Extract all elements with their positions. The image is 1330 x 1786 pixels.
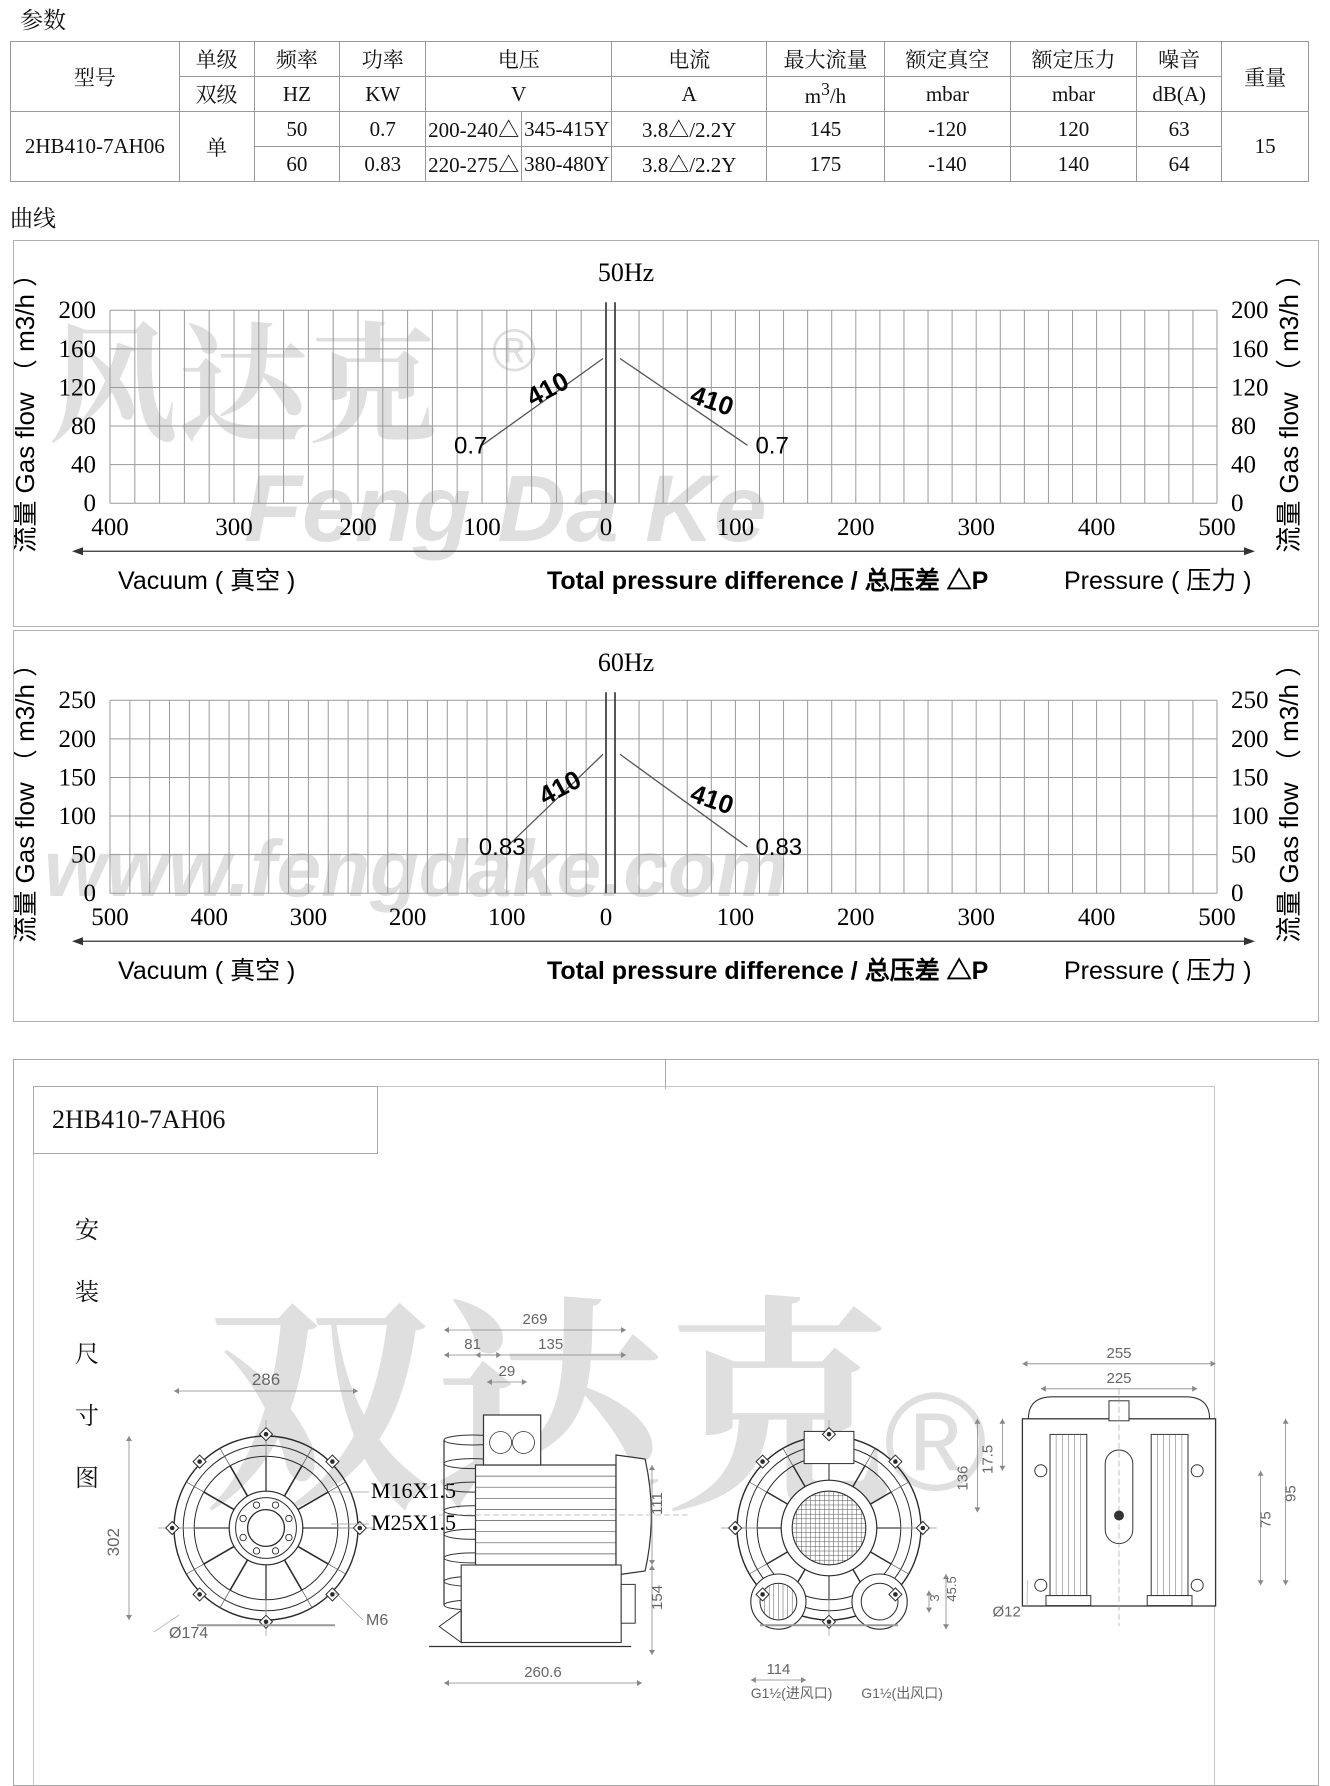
svg-text:Ø12: Ø12 xyxy=(993,1603,1021,1620)
svg-text:302: 302 xyxy=(104,1528,123,1556)
svg-text:200: 200 xyxy=(59,726,97,753)
svg-text:100: 100 xyxy=(463,514,501,541)
svg-text:Ø174: Ø174 xyxy=(169,1625,208,1642)
svg-text:0.83: 0.83 xyxy=(479,834,526,861)
svg-text:流量 Gas flow （ m3/h ）: 流量 Gas flow （ m3/h ） xyxy=(14,261,40,553)
svg-text:0.7: 0.7 xyxy=(755,432,788,459)
svg-text:40: 40 xyxy=(71,452,96,479)
svg-text:®: ® xyxy=(492,317,536,384)
svg-text:Pressure ( 压力 ): Pressure ( 压力 ) xyxy=(1064,957,1252,985)
svg-text:0: 0 xyxy=(600,514,613,541)
svg-text:200: 200 xyxy=(1231,726,1269,753)
svg-text:流量 Gas flow （ m3/h ）: 流量 Gas flow （ m3/h ） xyxy=(14,651,40,943)
svg-text:250: 250 xyxy=(59,687,97,714)
svg-text:111: 111 xyxy=(649,1492,666,1515)
svg-text:300: 300 xyxy=(957,904,995,931)
svg-text:300: 300 xyxy=(215,514,253,541)
svg-text:410: 410 xyxy=(687,379,738,421)
svg-text:500: 500 xyxy=(1198,904,1236,931)
svg-text:50Hz: 50Hz xyxy=(598,258,654,287)
svg-text:0: 0 xyxy=(1231,490,1244,517)
svg-text:160: 160 xyxy=(1231,336,1269,363)
svg-text:0.7: 0.7 xyxy=(454,432,487,459)
svg-text:0: 0 xyxy=(1231,880,1244,907)
svg-text:75: 75 xyxy=(1258,1511,1275,1528)
svg-text:225: 225 xyxy=(1106,1370,1131,1387)
svg-text:410: 410 xyxy=(534,764,586,811)
svg-text:M25X1.5: M25X1.5 xyxy=(371,1510,456,1535)
svg-text:120: 120 xyxy=(1231,374,1269,401)
svg-text:Pressure ( 压力 ): Pressure ( 压力 ) xyxy=(1064,567,1252,595)
svg-text:200: 200 xyxy=(389,904,427,931)
svg-text:120: 120 xyxy=(59,374,97,401)
svg-text:0: 0 xyxy=(84,880,97,907)
svg-text:60Hz: 60Hz xyxy=(598,648,654,677)
svg-text:50: 50 xyxy=(1231,842,1256,869)
svg-text:286: 286 xyxy=(252,1370,280,1389)
svg-text:100: 100 xyxy=(717,514,755,541)
svg-text:400: 400 xyxy=(91,514,129,541)
svg-text:M16X1.5: M16X1.5 xyxy=(371,1478,456,1503)
svg-text:Vacuum ( 真空 ): Vacuum ( 真空 ) xyxy=(118,957,295,985)
svg-text:500: 500 xyxy=(91,904,129,931)
svg-text:81: 81 xyxy=(464,1336,481,1353)
svg-text:154: 154 xyxy=(649,1585,666,1610)
svg-text:3: 3 xyxy=(927,1594,942,1601)
svg-text:®: ® xyxy=(884,1363,987,1520)
svg-text:40: 40 xyxy=(1231,452,1256,479)
svg-text:260.6: 260.6 xyxy=(524,1664,562,1681)
svg-text:95: 95 xyxy=(1283,1485,1300,1502)
svg-text:136: 136 xyxy=(954,1466,971,1491)
svg-text:45.5: 45.5 xyxy=(944,1576,959,1601)
svg-text:200: 200 xyxy=(339,514,377,541)
svg-text:255: 255 xyxy=(1106,1345,1131,1362)
svg-text:Total pressure difference / 总压: Total pressure difference / 总压差 △P xyxy=(547,566,988,595)
svg-text:300: 300 xyxy=(957,514,995,541)
svg-text:80: 80 xyxy=(1231,413,1256,440)
svg-text:Total pressure difference / 总压: Total pressure difference / 总压差 △P xyxy=(547,956,988,985)
svg-text:500: 500 xyxy=(1198,514,1236,541)
svg-text:0: 0 xyxy=(84,490,97,517)
svg-text:100: 100 xyxy=(717,904,755,931)
svg-text:400: 400 xyxy=(1078,904,1116,931)
svg-text:114: 114 xyxy=(766,1661,790,1678)
svg-text:269: 269 xyxy=(522,1311,547,1328)
svg-text:150: 150 xyxy=(59,764,97,791)
svg-text:160: 160 xyxy=(59,336,97,363)
svg-text:300: 300 xyxy=(290,904,328,931)
svg-text:100: 100 xyxy=(59,803,97,830)
svg-text:100: 100 xyxy=(1231,803,1269,830)
svg-text:G1½(出风口): G1½(出风口) xyxy=(861,1685,943,1701)
svg-text:410: 410 xyxy=(687,778,738,820)
svg-text:100: 100 xyxy=(488,904,526,931)
svg-text:50: 50 xyxy=(71,842,96,869)
svg-text:200: 200 xyxy=(837,904,875,931)
svg-text:Vacuum ( 真空 ): Vacuum ( 真空 ) xyxy=(118,567,295,595)
svg-text:流量 Gas flow （ m3/h ）: 流量 Gas flow （ m3/h ） xyxy=(1274,651,1304,943)
svg-text:G1½(进风口): G1½(进风口) xyxy=(751,1685,833,1701)
svg-text:29: 29 xyxy=(499,1363,516,1380)
svg-text:Feng Da Ke: Feng Da Ke xyxy=(244,456,767,562)
svg-text:150: 150 xyxy=(1231,764,1269,791)
svg-text:200: 200 xyxy=(1231,297,1269,324)
svg-text:250: 250 xyxy=(1231,687,1269,714)
svg-text:M6: M6 xyxy=(366,1612,388,1629)
svg-text:200: 200 xyxy=(837,514,875,541)
svg-text:流量 Gas flow （ m3/h ）: 流量 Gas flow （ m3/h ） xyxy=(1274,261,1304,553)
svg-text:200: 200 xyxy=(59,297,97,324)
svg-text:400: 400 xyxy=(1078,514,1116,541)
svg-text:400: 400 xyxy=(190,904,228,931)
svg-text:0.83: 0.83 xyxy=(755,834,802,861)
svg-text:0: 0 xyxy=(600,904,613,931)
svg-text:www.fengdake.com: www.fengdake.com xyxy=(44,824,788,913)
svg-text:80: 80 xyxy=(71,413,96,440)
svg-text:135: 135 xyxy=(538,1336,563,1353)
svg-text:17.5: 17.5 xyxy=(979,1445,996,1474)
